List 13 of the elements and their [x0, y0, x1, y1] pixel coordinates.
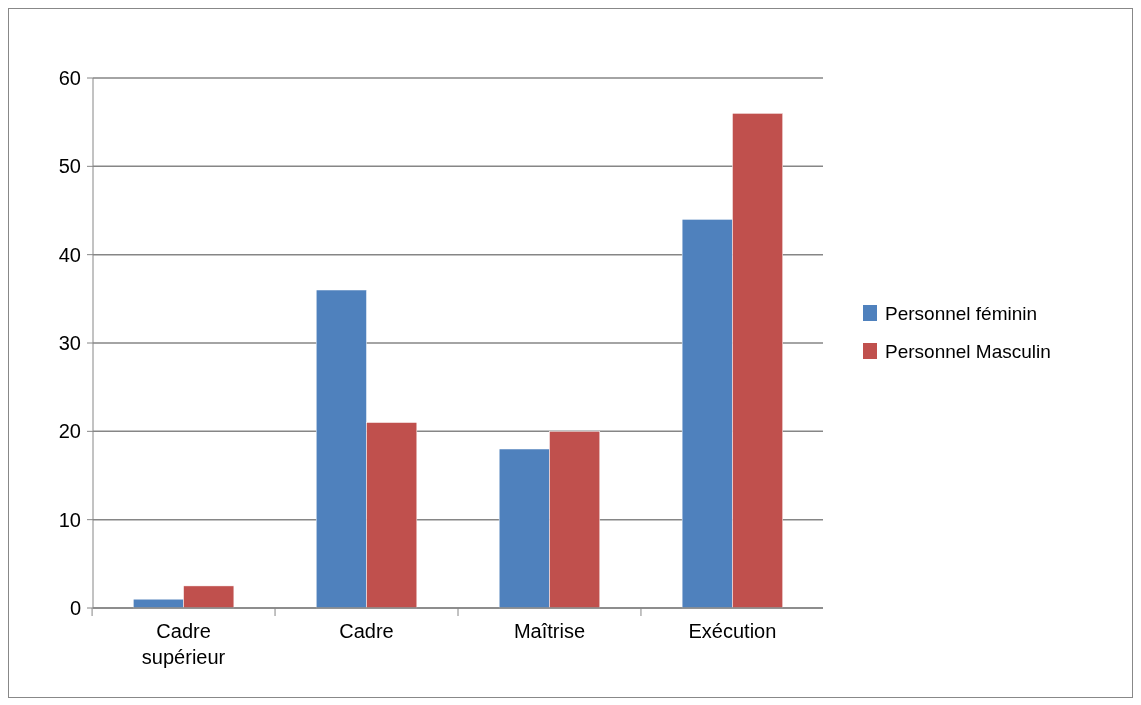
x-tick-label: Cadre supérieur [141, 620, 226, 668]
y-tick-label: 40 [58, 243, 81, 266]
legend-label: Personnel Masculin [885, 340, 1051, 362]
x-tick-label: Cadre [339, 620, 394, 642]
y-tick-label: 10 [58, 508, 81, 531]
y-tick-label: 0 [69, 597, 81, 619]
x-tick-label: Maîtrise [513, 620, 586, 642]
y-tick-label: 20 [58, 420, 81, 443]
y-tick-label: 60 [58, 67, 81, 89]
y-tick-label: 50 [58, 155, 81, 178]
legend-label: Personnel féminin [885, 302, 1038, 324]
y-tick-label: 30 [58, 332, 81, 354]
x-tick-label: Exécution [688, 620, 777, 642]
